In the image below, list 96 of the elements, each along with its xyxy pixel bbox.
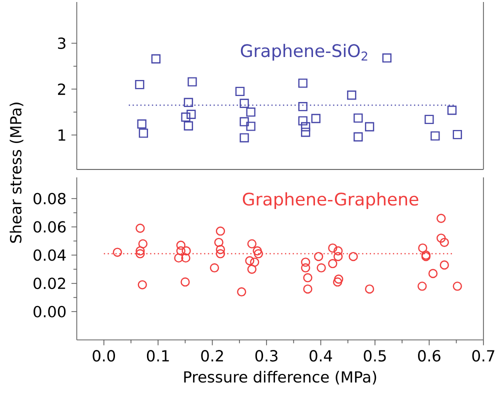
point [136, 246, 145, 256]
point [447, 106, 457, 115]
y-tick-label: 2 [58, 84, 66, 95]
y-tick-label: 0.08 [34, 192, 66, 205]
point [250, 258, 260, 267]
point [176, 246, 186, 256]
x-tick-label: 0.3 [255, 350, 278, 362]
point [138, 128, 148, 138]
point [300, 263, 310, 273]
y-tick-label: 0.00 [34, 306, 66, 318]
point [188, 77, 197, 87]
point [184, 98, 194, 108]
point [235, 87, 245, 96]
y-tick-label: 1 [58, 130, 66, 141]
point [298, 116, 308, 126]
point [303, 284, 312, 294]
point [136, 249, 145, 258]
point [252, 246, 262, 256]
point [430, 132, 440, 141]
point [182, 246, 191, 256]
point [240, 133, 249, 143]
point [300, 258, 310, 267]
point [176, 240, 186, 250]
point [436, 214, 446, 224]
x-tick-label: 0.2 [201, 350, 223, 362]
series-label: Graphene-Graphene [242, 192, 418, 210]
point [247, 264, 256, 274]
point [354, 132, 363, 142]
point [300, 128, 310, 138]
point [240, 98, 249, 108]
x-tick-label: 0.7 [472, 350, 494, 362]
point [184, 121, 194, 131]
point [328, 259, 338, 268]
point [246, 122, 256, 132]
point [181, 253, 190, 263]
point [216, 245, 226, 254]
point [216, 249, 226, 258]
point [328, 244, 338, 253]
point [418, 244, 428, 253]
point [452, 130, 462, 140]
x-tick-label: 0.0 [92, 350, 116, 362]
x-tick-label: 0.5 [364, 350, 386, 362]
point [136, 224, 145, 233]
point [300, 122, 310, 132]
point [245, 256, 254, 266]
point [180, 278, 190, 287]
point [247, 239, 256, 249]
point [436, 234, 446, 243]
point [440, 238, 449, 248]
point [151, 54, 161, 64]
point [240, 117, 249, 126]
point [347, 90, 356, 100]
y-tick-label: 0.04 [34, 249, 66, 262]
y-axis-title: Shear stress (MPa) [10, 102, 24, 243]
point [311, 114, 320, 124]
point [440, 260, 449, 270]
x-tick-label: 0.6 [418, 350, 440, 362]
point [137, 120, 146, 129]
point [424, 114, 434, 124]
point [214, 238, 224, 248]
y-tick-label: 0.02 [34, 278, 66, 290]
point [334, 246, 343, 256]
point [298, 102, 308, 112]
point [364, 284, 374, 294]
point [332, 278, 342, 287]
point [334, 274, 344, 284]
point [364, 122, 374, 132]
point [246, 108, 256, 117]
point [112, 248, 122, 258]
point [452, 282, 462, 291]
point [135, 80, 144, 90]
point [418, 282, 427, 291]
y-tick-label: 0.06 [34, 221, 66, 233]
point [314, 252, 324, 262]
point [186, 110, 196, 120]
point [181, 112, 190, 122]
point [174, 253, 184, 263]
point [303, 273, 312, 282]
point [210, 263, 220, 273]
point [354, 114, 363, 123]
point [138, 239, 148, 249]
x-tick-label: 0.1 [146, 350, 169, 362]
point [334, 252, 343, 262]
point [316, 263, 326, 273]
y-tick-label: 3 [58, 38, 66, 50]
x-axis-title: Pressure difference (MPa) [184, 370, 376, 385]
point [382, 54, 392, 63]
series-label: Graphene-SiO$_{2}$ [240, 44, 368, 61]
point [138, 280, 147, 290]
point [237, 287, 246, 297]
point [298, 78, 308, 88]
point [254, 249, 263, 258]
point [348, 252, 358, 262]
point [428, 269, 438, 278]
x-tick-label: 0.4 [310, 350, 332, 362]
point [216, 226, 226, 236]
